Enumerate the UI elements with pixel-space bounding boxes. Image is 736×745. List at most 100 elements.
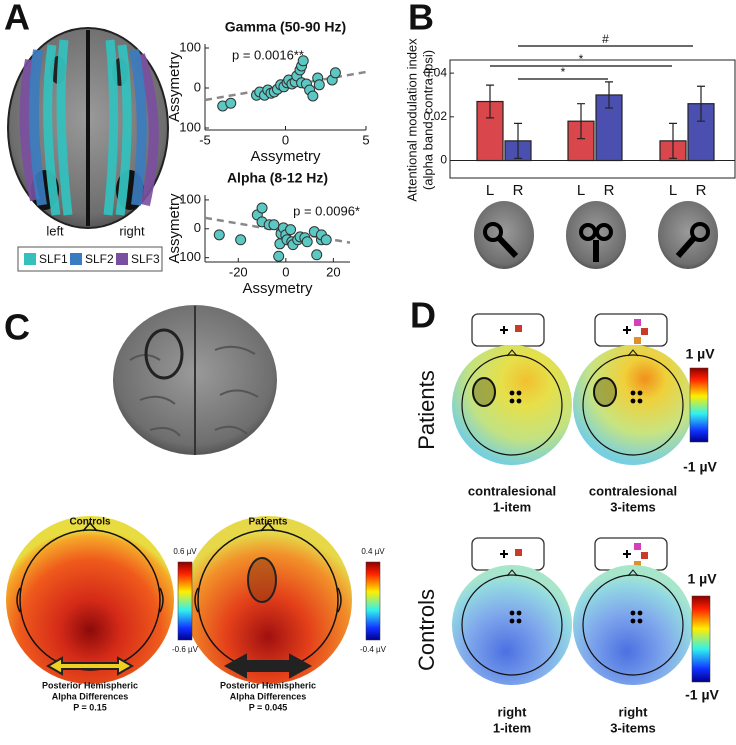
x-axis-label: Assymetry — [250, 148, 321, 165]
x-axis-label: Assymetry — [242, 280, 313, 297]
annotation: p = 0.0016** — [232, 47, 304, 62]
colorbar-min: -1 µV — [683, 459, 717, 475]
colorbar-max: 1 µV — [685, 346, 715, 362]
map-caption: 3-items — [610, 499, 656, 514]
error-bar — [577, 103, 585, 140]
annotation: p = 0.0096* — [293, 203, 360, 218]
point — [285, 224, 297, 236]
x-tick-label: R — [604, 182, 615, 199]
point — [213, 229, 225, 241]
y-tick-label: 0 — [194, 220, 201, 235]
tract-image — [7, 27, 169, 229]
point — [307, 90, 319, 102]
y-tick-label: 100 — [179, 119, 201, 134]
brain-icons — [474, 201, 718, 269]
x-tick-label: 20 — [326, 264, 340, 279]
x-tick-label: L — [577, 182, 585, 199]
point — [311, 249, 323, 261]
error-bar — [605, 81, 613, 109]
x-tick-label: R — [513, 182, 524, 199]
x-tick-label: 0 — [282, 264, 289, 279]
colorbar-min: -1 µV — [685, 687, 719, 703]
point — [301, 236, 313, 248]
significance-label: # — [602, 32, 609, 46]
row-label: Patients — [414, 370, 439, 450]
point — [320, 234, 332, 246]
error-bar — [697, 85, 705, 122]
panel-letter: B — [408, 0, 434, 38]
panel-letter: A — [4, 0, 30, 38]
caption: P = 0.045 — [249, 702, 288, 712]
map-caption: 3-items — [610, 720, 656, 735]
legend-swatch — [24, 253, 36, 265]
y-axis-label: (alpha band, contra-ipsi) — [420, 50, 435, 190]
x-tick-label: L — [486, 182, 494, 199]
hemisphere-label: right — [119, 223, 145, 238]
point — [256, 202, 268, 214]
error-bar — [486, 84, 494, 119]
y-tick-label: 100 — [179, 191, 201, 206]
colorbar-max: 0.6 µV — [173, 547, 197, 556]
error-bar — [669, 122, 677, 159]
caption: Alpha Differences — [52, 691, 129, 701]
y-tick-label: 100 — [179, 39, 201, 54]
chart-title: Alpha (8-12 Hz) — [227, 170, 328, 186]
brain-image — [113, 305, 277, 455]
legend-swatch — [116, 253, 128, 265]
x-tick-label: -5 — [199, 132, 211, 147]
chart-title: Gamma (50-90 Hz) — [225, 19, 346, 35]
x-tick-label: R — [696, 182, 707, 199]
caption: Posterior Hemispheric — [42, 680, 138, 690]
map-caption: right — [498, 704, 528, 719]
legend: SLF1 SLF2 SLF3 — [24, 252, 160, 266]
cue-squares — [515, 319, 648, 568]
caption: Alpha Differences — [230, 691, 307, 701]
x-tick-label: -20 — [229, 264, 248, 279]
point — [329, 67, 341, 79]
point — [225, 97, 237, 109]
legend-box — [17, 246, 163, 272]
map-caption: contralesional — [468, 483, 556, 498]
x-tick-label: 5 — [362, 132, 369, 147]
point — [297, 55, 309, 67]
y-tick-label: 0.04 — [424, 65, 448, 79]
y-axis-label: Assymetry — [166, 52, 183, 123]
map-title: Controls — [69, 517, 111, 528]
colorbar-min: -0.4 µV — [360, 645, 387, 654]
caption: Posterior Hemispheric — [220, 680, 316, 690]
y-axis-label: Attentional modulation index — [404, 38, 419, 202]
caption: P = 0.15 — [73, 702, 107, 712]
colorbar-max: 1 µV — [687, 571, 717, 587]
significance-label: * — [561, 65, 566, 79]
map-caption: 1-item — [493, 499, 531, 514]
y-tick-label: 0.02 — [424, 109, 448, 123]
y-tick-label: 0 — [440, 153, 447, 167]
map-caption: contralesional — [589, 483, 677, 498]
topo-maps-c — [6, 516, 381, 684]
legend-label: SLF3 — [131, 252, 160, 266]
map-caption: right — [619, 704, 649, 719]
point — [273, 250, 285, 262]
panel-letter: D — [410, 295, 436, 336]
point — [313, 79, 325, 91]
y-tick-label: 100 — [179, 249, 201, 264]
map-title: Patients — [249, 517, 288, 528]
x-tick-label: L — [669, 182, 677, 199]
legend-swatch — [70, 253, 82, 265]
y-tick-label: 0 — [194, 79, 201, 94]
legend-label: SLF2 — [85, 252, 114, 266]
topo-maps-d — [452, 345, 711, 685]
x-tick-label: 0 — [282, 132, 289, 147]
point — [268, 219, 280, 231]
significance-label: * — [579, 52, 584, 66]
row-label: Controls — [414, 589, 439, 671]
legend-label: SLF1 — [39, 252, 68, 266]
colorbar-min: -0.6 µV — [172, 645, 199, 654]
error-bar — [514, 122, 522, 159]
map-caption: 1-item — [493, 720, 531, 735]
panel-letter: C — [4, 307, 30, 348]
plot-frame — [449, 59, 736, 179]
y-axis-label: Assymetry — [166, 193, 183, 264]
point — [235, 234, 247, 246]
